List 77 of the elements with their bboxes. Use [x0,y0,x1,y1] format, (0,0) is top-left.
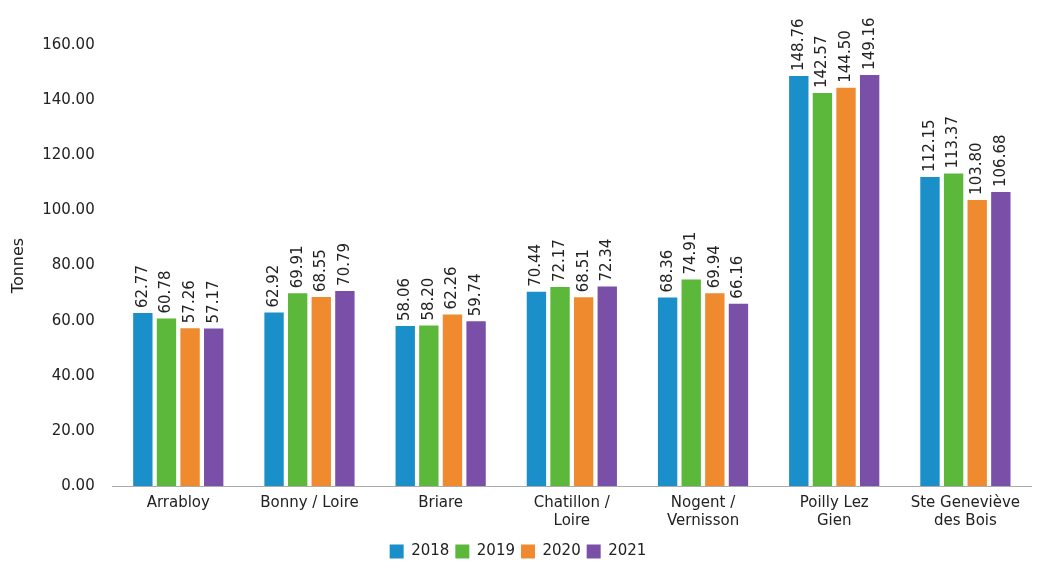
data-label: 59.74 [465,273,484,317]
bar [133,312,153,486]
y-tick-label: 80.00 [51,255,95,274]
y-tick-label: 100.00 [42,200,95,219]
data-label: 69.91 [287,245,306,289]
y-tick-label: 60.00 [51,310,95,329]
x-tick-label: Arrabloy [146,492,211,511]
data-label: 68.36 [657,249,676,293]
data-label: 112.15 [919,119,938,172]
data-label: 66.16 [728,255,747,299]
x-tick-label: Chatillon / Loire [533,492,611,529]
y-tick-label: 0.00 [61,475,95,494]
bar [180,328,200,486]
bar [920,176,940,486]
data-label: 148.76 [788,18,807,71]
bar [728,303,749,486]
bar [550,287,570,486]
bar [311,297,331,486]
data-label: 62.92 [263,264,282,308]
y-tick-label: 20.00 [51,420,95,439]
data-label: 144.50 [835,30,854,83]
data-label: 62.26 [442,266,461,310]
y-tick-label: 120.00 [42,145,95,164]
data-label: 72.34 [597,238,616,282]
bar [967,199,987,486]
data-label: 57.26 [179,280,198,324]
bar [526,291,547,486]
x-tick-label: Briare [418,492,464,511]
y-axis-title: Tonnes [7,237,27,295]
data-label: 60.78 [156,270,175,314]
data-label: 68.55 [311,249,330,293]
data-label: 69.94 [704,245,723,289]
bar [836,87,856,486]
bar [573,297,594,486]
bar [859,74,880,486]
y-tick-label: 140.00 [42,90,95,109]
bar [419,325,439,486]
data-label: 58.06 [395,278,414,321]
bar [597,286,617,486]
y-tick-label: 160.00 [42,34,95,53]
data-label: 113.37 [943,116,962,169]
bar [789,75,809,486]
bar [335,290,355,486]
bar [395,325,415,486]
bar [156,318,177,486]
data-label: 68.51 [573,249,592,293]
legend-label: 2019 [476,541,516,560]
bar [681,279,701,486]
bar [943,173,964,486]
data-label: 70.79 [334,242,353,286]
data-label: 103.80 [967,142,986,195]
bar [287,293,308,486]
data-label: 58.20 [418,277,437,321]
x-tick-label: Ste Geneviève des Bois [910,492,1021,529]
bar [442,314,463,486]
data-label: 74.91 [681,231,700,275]
data-label: 62.77 [132,265,151,308]
bar [991,191,1011,486]
legend-label: 2018 [411,541,450,560]
data-label: 70.44 [526,243,545,287]
legend-label: 2020 [542,541,581,560]
x-tick-label: Nogent / Vernisson [666,492,740,529]
data-label: 149.16 [859,17,878,70]
bar [264,312,284,486]
data-label: 57.17 [203,280,222,324]
bar [466,321,486,486]
data-label: 106.68 [990,134,1009,187]
data-label: 142.57 [812,35,831,89]
bar [812,93,833,486]
bar [657,297,678,486]
legend-label: 2021 [608,541,647,560]
x-tick-label: Bonny / Loire [260,492,359,511]
bar [705,293,725,486]
x-tick-label: Poilly Lez Gien [799,492,869,529]
data-label: 72.17 [549,239,568,283]
y-tick-label: 40.00 [51,365,95,384]
bar [204,328,224,486]
